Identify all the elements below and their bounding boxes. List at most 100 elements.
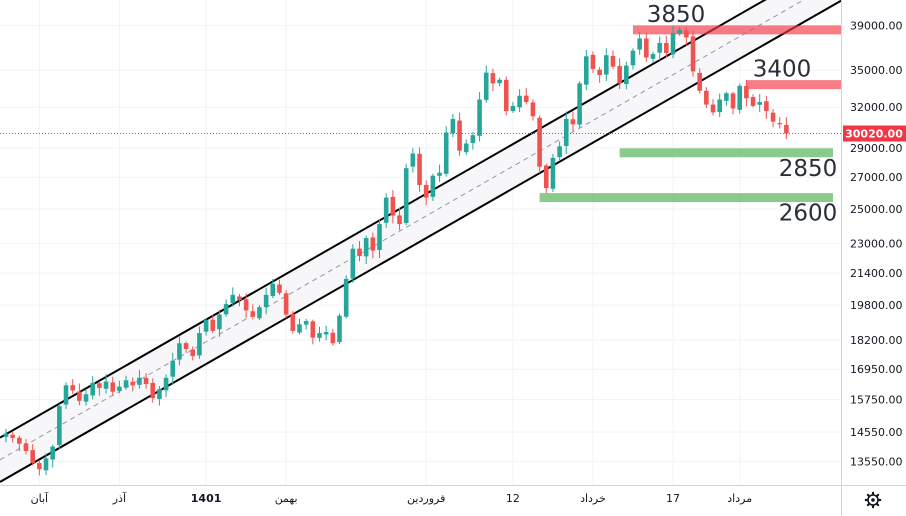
- candle-body: [630, 50, 636, 66]
- candle-body: [710, 104, 716, 113]
- candle-body: [263, 294, 269, 308]
- candle-body: [290, 313, 296, 331]
- candle: [704, 87, 709, 108]
- candle: [697, 68, 702, 94]
- level-labels: 3850 3400 2850 2600: [647, 2, 838, 227]
- candle-body: [590, 54, 596, 70]
- support-zone[interactable]: [539, 193, 833, 203]
- candle-body: [10, 434, 15, 438]
- candle: [517, 89, 522, 113]
- candle: [563, 111, 569, 154]
- candle-body: [597, 69, 602, 75]
- candle: [50, 444, 55, 468]
- candle: [10, 431, 15, 443]
- candle: [317, 326, 322, 342]
- candle-body: [450, 118, 456, 134]
- candle-body: [297, 324, 302, 333]
- x-tick-label: آبان: [31, 491, 49, 505]
- candle-body: [530, 102, 536, 117]
- candle: [3, 428, 9, 443]
- candle: [190, 346, 196, 361]
- candle: [143, 373, 149, 389]
- y-axis[interactable]: 39000.00 35000.00 32000.00 29000.00 27000.00…: [850, 20, 903, 469]
- candle-body: [677, 29, 682, 34]
- y-tick-label: 21400.00: [850, 267, 903, 280]
- candle: [483, 65, 489, 103]
- candle: [590, 51, 596, 74]
- candle-body: [63, 385, 69, 405]
- candle-body: [670, 33, 676, 55]
- y-tick-label: 16950.00: [850, 363, 903, 376]
- candle-body: [37, 463, 42, 470]
- candle-body: [17, 437, 22, 444]
- candle-body: [777, 123, 783, 125]
- candle-body: [517, 95, 522, 108]
- candle-body: [170, 360, 176, 377]
- resistance-zone[interactable]: [632, 25, 841, 35]
- candle: [624, 61, 629, 90]
- candle: [717, 93, 722, 118]
- candle-body: [3, 433, 9, 437]
- candle: [690, 30, 696, 77]
- candle-body: [650, 54, 656, 59]
- support-label: 2600: [779, 201, 838, 227]
- candle-body: [397, 215, 402, 225]
- candle: [397, 207, 402, 230]
- candle: [370, 232, 376, 259]
- support-zone[interactable]: [619, 148, 833, 158]
- candle-body: [604, 55, 609, 75]
- candle: [450, 113, 456, 138]
- candle-body: [357, 248, 362, 257]
- candle-body: [70, 385, 75, 391]
- candle-body: [770, 112, 776, 122]
- candle: [330, 328, 336, 346]
- candle-body: [757, 102, 763, 105]
- candle: [110, 376, 116, 397]
- candle: [283, 290, 289, 319]
- candle-body: [724, 93, 729, 101]
- candle: [150, 378, 156, 403]
- candle: [377, 219, 382, 259]
- candle-body: [277, 284, 282, 293]
- candle: [677, 26, 682, 36]
- candle: [183, 341, 189, 353]
- x-tick-label: آذر: [112, 491, 127, 505]
- channel-upper-line[interactable]: [0, 0, 841, 439]
- candle-body: [103, 381, 109, 389]
- y-tick-label: 18200.00: [850, 334, 903, 347]
- candle-body: [764, 101, 769, 112]
- candle: [417, 147, 422, 192]
- gear-icon[interactable]: [864, 491, 882, 509]
- candle: [23, 439, 29, 455]
- candle: [530, 99, 536, 121]
- candle-body: [784, 124, 789, 134]
- candle: [757, 93, 763, 113]
- grid-lines: [0, 0, 841, 485]
- candle: [250, 304, 256, 320]
- candle-body: [463, 143, 469, 153]
- candle-body: [223, 304, 229, 315]
- support-resistance-zones: [539, 25, 841, 203]
- candle: [610, 50, 616, 70]
- candle-body: [270, 283, 276, 297]
- candle-body: [123, 380, 129, 388]
- candle-body: [210, 319, 216, 331]
- current-price-tag: 30020.00: [843, 125, 906, 142]
- candle: [784, 117, 789, 140]
- candle-body: [90, 382, 96, 396]
- y-tick-label: 35000.00: [850, 64, 903, 77]
- x-axis[interactable]: آبان آذر 1401 بهمن فروردین 12 خرداد 17 مرداد: [31, 491, 753, 505]
- candle-body: [370, 237, 376, 251]
- price-tag-label: 30020.00: [845, 128, 903, 141]
- y-tick-label: 29000.00: [850, 142, 903, 155]
- candle: [510, 102, 516, 113]
- candle: [597, 66, 602, 83]
- candle: [37, 459, 42, 476]
- resistance-label: 3400: [753, 57, 812, 83]
- candle-body: [43, 458, 49, 471]
- resistance-zone[interactable]: [746, 80, 841, 90]
- candle: [90, 376, 96, 400]
- candle: [130, 377, 136, 392]
- candle: [470, 132, 476, 150]
- candle: [103, 374, 109, 394]
